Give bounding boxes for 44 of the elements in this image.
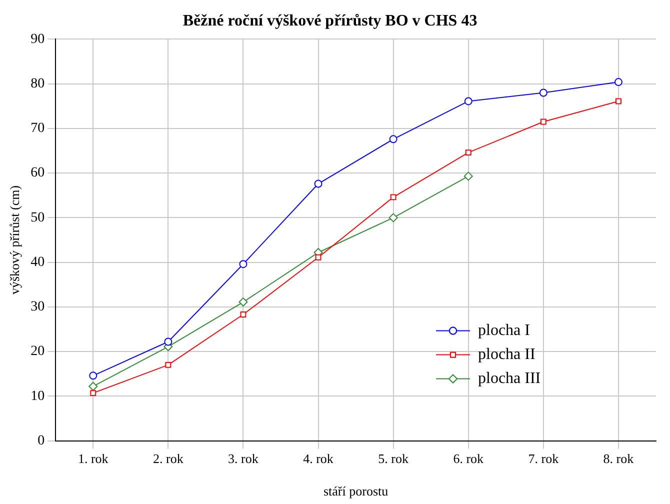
point [239,260,248,268]
point [464,172,473,181]
y-tick-label: 40 [30,254,45,270]
point [314,180,322,188]
x-tick-label: 1. rok [78,451,109,466]
point [90,390,96,396]
point [614,78,622,86]
y-tick-label: 90 [30,32,45,47]
point [540,118,546,125]
point [464,97,472,106]
y-tick-label: 0 [38,433,45,448]
point [165,362,172,368]
x-tick-label: 5. rok [378,451,409,466]
y-tick-label: 50 [30,210,45,226]
point [388,213,398,222]
x-tick-label: 8. rok [603,451,634,466]
x-tick-label: 7. rok [528,451,560,466]
point [390,194,396,200]
point [88,382,98,391]
x-tick-label: 2. rok [153,451,184,466]
point [315,254,322,260]
point [616,98,622,104]
y-tick-label: 30 [30,300,45,315]
legend-label: plocha I [478,322,530,340]
point [89,372,98,380]
point [389,135,398,144]
legend-label: plocha III [478,370,541,388]
point [240,312,246,318]
y-tick-label: 70 [30,121,45,136]
x-axis-title: stáří porostu [323,484,389,499]
x-tick-label: 3. rok [228,451,259,466]
y-axis-title: výškový přírůst (cm) [7,185,22,295]
legend-label: plocha II [478,346,536,364]
y-tick-label: 20 [30,344,45,360]
x-tick-label: 4. rok [303,451,334,466]
chart-title: Běžné roční výškové přírůsty BO v CHS 43 [182,12,478,30]
y-tick-label: 80 [30,76,45,92]
point [238,298,248,307]
point [539,88,548,97]
point [465,150,472,156]
y-tick-label: 60 [30,166,45,181]
x-tick-label: 6. rok [453,451,484,466]
y-tick-label: 10 [30,388,45,404]
point [164,338,172,346]
